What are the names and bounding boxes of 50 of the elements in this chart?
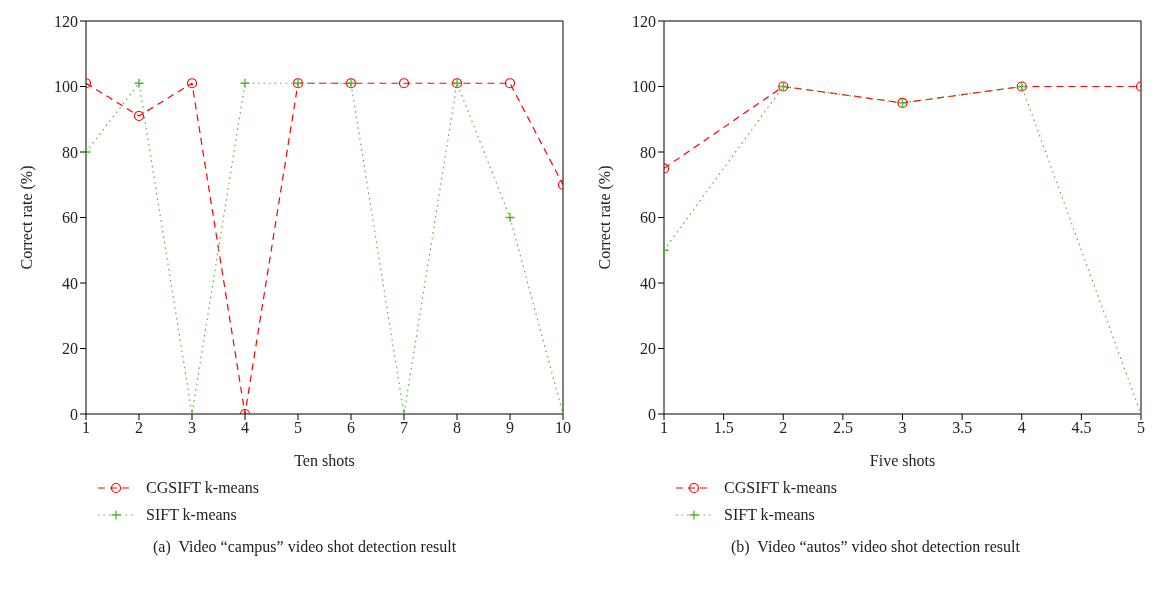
x-tick-label: 4.5: [1071, 419, 1092, 437]
x-tick-label: 7: [400, 419, 408, 437]
x-tick-label: 4: [1017, 419, 1026, 437]
text: (a) Video “campus” video shot detection result: [152, 538, 458, 556]
x-tick-label: 5: [294, 419, 302, 437]
point: [398, 78, 410, 89]
x-tick-label: 3: [898, 419, 907, 437]
x-axis-title: Ten shots: [294, 452, 355, 469]
x-tick-label: 9: [506, 419, 514, 437]
x-tick-label: 1: [82, 419, 90, 437]
y-tick-label: 80: [62, 143, 78, 161]
x-tick-label: 2: [135, 419, 143, 437]
point: [504, 212, 516, 223]
x-tick-label: 4: [241, 419, 249, 437]
point: [186, 78, 198, 89]
y-tick-label: 60: [62, 209, 78, 227]
y-tick-label: 100: [54, 78, 78, 96]
y-tick-label: 0: [648, 405, 656, 423]
y-tick-label: 20: [640, 340, 656, 358]
x-tick-label: 3: [188, 419, 196, 437]
legend-label: CGSIFT k-means: [724, 478, 838, 497]
x-tick-label: 5: [1137, 419, 1145, 437]
legend-label: SIFT k-means: [146, 505, 237, 524]
y-tick-label: 20: [62, 340, 78, 358]
y-tick-label: 40: [62, 274, 78, 292]
legend-label: CGSIFT k-means: [146, 478, 260, 497]
y-tick-label: 120: [632, 12, 656, 30]
x-tick-label: 2.5: [832, 419, 853, 437]
x-tick-label: 2: [779, 419, 788, 437]
y-tick-label: 0: [70, 405, 78, 423]
point: [504, 78, 516, 89]
x-tick-label: 1: [660, 419, 668, 437]
point: [239, 78, 251, 89]
y-axis-title: Correct rate (%): [595, 165, 614, 270]
y-axis-title: Correct rate (%): [17, 165, 36, 270]
y-tick-label: 60: [640, 209, 656, 227]
x-tick-label: 1.5: [713, 419, 734, 437]
text: (b) Video “autos” video shot detection result: [730, 538, 1021, 556]
x-tick-label: 3.5: [952, 419, 973, 437]
x-tick-label: 10: [555, 419, 571, 437]
y-tick-label: 100: [632, 78, 656, 96]
point: [133, 110, 145, 122]
x-axis-title: Five shots: [869, 452, 936, 469]
y-tick-label: 120: [54, 12, 78, 30]
x-tick-label: 6: [347, 419, 355, 437]
x-tick-label: 8: [453, 419, 461, 437]
legend-label: SIFT k-means: [724, 505, 815, 524]
y-tick-label: 40: [640, 274, 656, 292]
y-tick-label: 80: [640, 143, 656, 161]
point: [133, 78, 145, 89]
